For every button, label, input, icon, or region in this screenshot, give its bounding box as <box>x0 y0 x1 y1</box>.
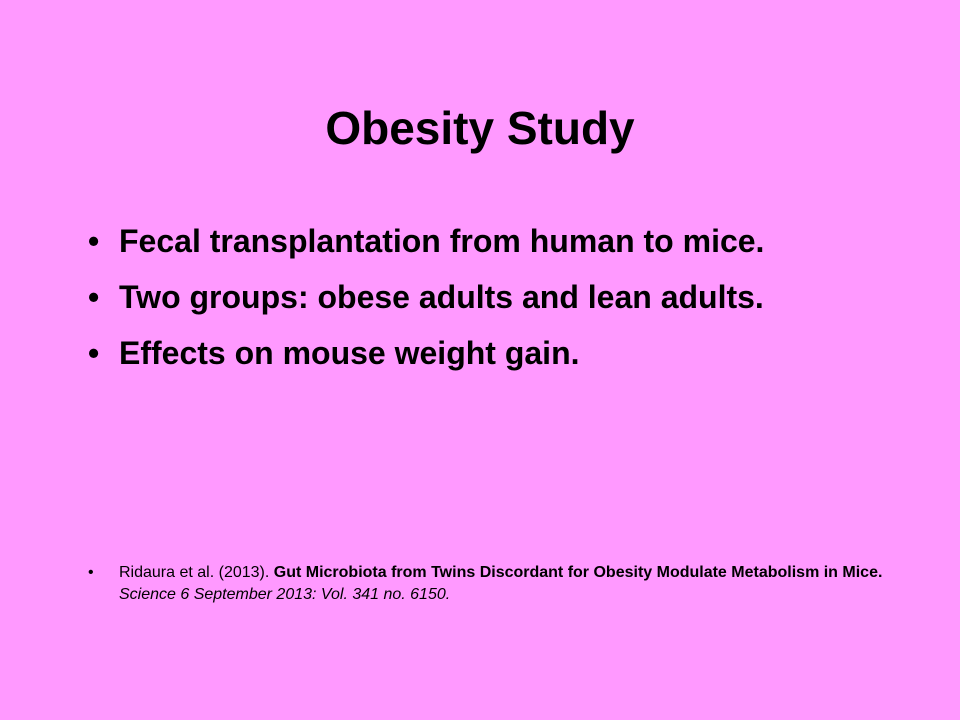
reference-list: • Ridaura et al. (2013). Gut Microbiota … <box>88 562 888 606</box>
slide-title: Obesity Study <box>325 102 635 154</box>
bullet-icon: • <box>88 279 100 315</box>
bullet-item: • Effects on mouse weight gain. <box>88 334 848 372</box>
bullet-list: • Fecal transplantation from human to mi… <box>88 222 848 390</box>
reference-item: • Ridaura et al. (2013). Gut Microbiota … <box>88 562 888 606</box>
bullet-text: Two groups: obese adults and lean adults… <box>119 279 764 315</box>
bullet-text: Fecal transplantation from human to mice… <box>119 223 765 259</box>
reference-journal: Science 6 September 2013: Vol. 341 no. 6… <box>119 586 451 603</box>
bullet-icon: • <box>88 223 100 259</box>
bullet-icon: • <box>88 335 100 371</box>
bullet-item: • Two groups: obese adults and lean adul… <box>88 278 848 316</box>
bullet-icon: • <box>88 564 94 581</box>
bullet-item: • Fecal transplantation from human to mi… <box>88 222 848 260</box>
bullet-text: Effects on mouse weight gain. <box>119 335 580 371</box>
reference-authors: Ridaura et al. (2013). <box>119 564 270 581</box>
reference-title: Gut Microbiota from Twins Discordant for… <box>273 564 883 581</box>
